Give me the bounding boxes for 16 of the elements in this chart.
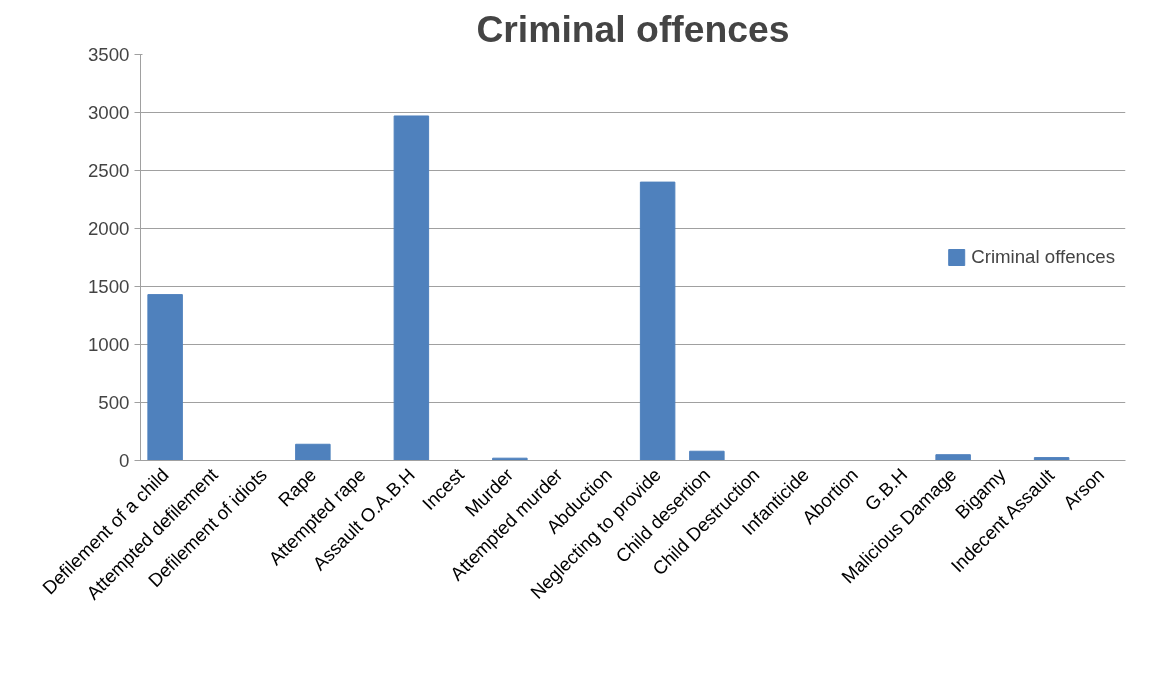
bar <box>147 294 183 461</box>
legend-label: Criminal offences <box>971 246 1115 268</box>
bar <box>689 450 725 461</box>
bar <box>393 115 430 461</box>
y-tick-label: 2500 <box>88 160 130 181</box>
bar <box>295 443 331 461</box>
y-tick-label: 1500 <box>88 276 130 297</box>
y-tick-label: 0 <box>119 450 130 471</box>
y-tick-label: 3500 <box>88 44 130 65</box>
y-tick-label: 3000 <box>88 102 130 123</box>
y-tick-label: 2000 <box>88 218 130 239</box>
chart-title: Criminal offences <box>476 7 790 50</box>
bar <box>935 454 971 461</box>
y-tick-label: 500 <box>98 392 130 413</box>
bar <box>639 181 676 461</box>
y-tick-label: 1000 <box>88 334 130 355</box>
